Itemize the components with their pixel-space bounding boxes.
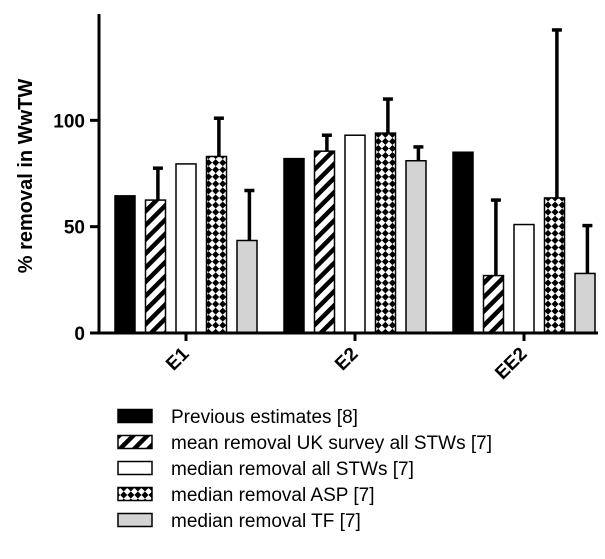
plot-area: E1 E2 EE2 0 50 100 % removal in WwTW [15, 14, 598, 384]
bar-e2-series-2 [313, 150, 336, 334]
y-tick-label: 50 [64, 218, 85, 239]
legend-swatch-4 [117, 486, 153, 502]
x-tick-label-e2: E2 [331, 344, 362, 375]
bar-e1-series-1 [114, 195, 136, 334]
legend-swatch-1 [117, 408, 153, 424]
legend-swatch-3 [117, 460, 153, 476]
bar-e1-series-3 [175, 163, 197, 334]
y-tick-label: 0 [74, 324, 85, 345]
bar-e2-series-4 [374, 132, 397, 334]
bar-ee2-series-1 [452, 151, 474, 334]
bar-ee2-series-3 [513, 223, 535, 334]
bar-e2-series-1 [283, 157, 305, 334]
legend-label-4: median removal ASP [7] [171, 485, 374, 506]
legend: Previous estimates [8] mean removal UK su… [117, 407, 492, 532]
y-axis-label: % removal in WwTW [15, 79, 37, 274]
x-tick-label-e1: E1 [162, 343, 194, 375]
x-tick-label-ee2: EE2 [491, 344, 531, 384]
bar-e2-series-3 [344, 134, 366, 334]
bar-e1-series-4 [205, 155, 228, 334]
bar-ee2-series-4 [543, 197, 566, 334]
legend-label-2: mean removal UK survey all STWs [7] [171, 433, 492, 454]
legend-label-5: median removal TF [7] [171, 511, 361, 532]
y-tick-label: 100 [53, 111, 85, 132]
legend-label-3: median removal all STWs [7] [171, 459, 414, 480]
bar-e2-series-5 [405, 159, 427, 334]
legend-label-1: Previous estimates [8] [171, 407, 358, 428]
legend-swatch-2 [117, 434, 153, 450]
bar-e1-series-2 [144, 199, 167, 334]
bar-ee2-series-5 [574, 272, 596, 334]
legend-swatch-5 [117, 512, 153, 528]
bar-e1-series-5 [236, 239, 258, 334]
bar-ee2-series-2 [482, 274, 505, 334]
